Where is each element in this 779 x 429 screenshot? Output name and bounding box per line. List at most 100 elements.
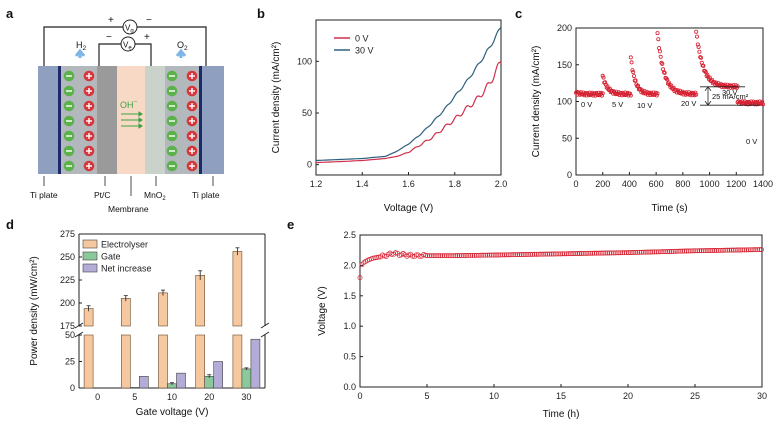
data-point — [730, 247, 736, 253]
data-point — [655, 249, 661, 255]
y-tick-label: 50 — [65, 330, 75, 340]
data-point — [498, 252, 504, 258]
x-tick-label: 5 — [132, 392, 137, 402]
data-point — [545, 251, 551, 257]
data-point — [642, 249, 648, 255]
bar-gate — [130, 387, 140, 389]
data-point — [659, 249, 665, 255]
data-point — [655, 91, 660, 96]
data-point — [425, 253, 430, 259]
data-point — [567, 251, 573, 257]
data-point — [670, 248, 676, 254]
data-point — [657, 249, 663, 255]
y-axis-label: Current density (mA/cm²) — [531, 46, 542, 158]
data-point — [744, 247, 749, 253]
data-point — [588, 250, 594, 256]
x-tick-label: 10 — [489, 391, 499, 401]
y-tick-label: 250 — [60, 252, 75, 262]
x-axis-label: Time (h) — [543, 409, 580, 420]
data-point — [682, 248, 687, 254]
panel-b-chart: 1.2 1.4 1.6 1.8 2.0 0 50 100 Voltage (V) Current … — [271, 19, 507, 214]
ve-plus: + — [144, 32, 150, 43]
data-point — [678, 248, 684, 254]
data-point — [563, 251, 569, 257]
data-point — [441, 253, 447, 259]
h2-arrow-icon — [74, 48, 86, 58]
y-tick-label: 150 — [557, 60, 572, 70]
delta-label: 25 mA/cm² — [712, 92, 749, 101]
data-point — [657, 49, 662, 54]
data-point — [625, 250, 631, 256]
y-tick-label: 100 — [557, 97, 572, 107]
data-point — [732, 247, 738, 253]
data-point — [562, 251, 567, 257]
bar-electrolyser-upper — [121, 298, 131, 327]
x-tick-label: 800 — [675, 179, 690, 189]
legend-swatch — [82, 239, 98, 249]
data-point — [749, 247, 755, 253]
data-point — [430, 253, 436, 259]
data-point — [577, 251, 582, 256]
data-point — [638, 249, 644, 255]
data-point — [701, 63, 706, 68]
label-membrane: Membrane — [108, 204, 149, 214]
data-point — [693, 248, 699, 254]
data-point — [622, 250, 627, 256]
segment-annotation: 5 V — [612, 100, 623, 109]
data-point — [605, 250, 611, 256]
data-point — [697, 49, 702, 54]
data-point — [696, 45, 701, 50]
data-point — [548, 251, 554, 257]
data-point — [657, 46, 662, 51]
data-point — [434, 253, 440, 259]
data-point — [640, 249, 646, 255]
series-line-0V — [315, 60, 502, 164]
gdl-left — [58, 66, 61, 174]
data-point — [616, 250, 622, 256]
data-point — [509, 252, 515, 258]
data-point — [691, 248, 697, 254]
panel-b-letter: b — [257, 6, 265, 21]
data-point — [627, 250, 633, 256]
legend-label: 30 V — [355, 46, 374, 56]
data-point — [725, 247, 731, 253]
data-point — [492, 252, 498, 258]
data-point — [662, 70, 667, 75]
data-point — [468, 252, 474, 258]
data-point — [578, 251, 584, 256]
data-point — [751, 247, 757, 253]
data-point — [470, 252, 476, 258]
y-tick-label: 0 — [70, 383, 75, 393]
data-point — [502, 252, 507, 258]
y-tick-label: 1.5 — [343, 291, 356, 301]
data-point — [593, 250, 599, 256]
y-tick-label: 175 — [60, 321, 75, 331]
data-point — [628, 91, 633, 96]
data-point — [417, 254, 423, 260]
bar-electrolyser-upper — [158, 292, 168, 327]
data-point — [700, 248, 706, 254]
x-tick-label: 1200 — [726, 179, 746, 189]
data-point — [488, 252, 494, 258]
data-point — [629, 250, 635, 255]
data-point — [453, 253, 459, 259]
y-tick-label: 50 — [302, 108, 312, 118]
data-point — [552, 251, 558, 257]
data-point — [738, 247, 744, 253]
o2-arrow-icon — [175, 48, 187, 58]
segment-annotation: 30 V — [722, 88, 737, 97]
data-point — [656, 37, 661, 42]
data-point — [606, 87, 611, 92]
data-point — [650, 92, 655, 97]
data-point — [436, 253, 442, 259]
o2-label: O2 — [177, 40, 188, 52]
data-point — [462, 253, 468, 258]
data-point — [494, 252, 500, 258]
data-point — [603, 250, 609, 256]
x-tick-label: 600 — [649, 179, 664, 189]
data-point — [636, 83, 641, 88]
data-point — [426, 253, 432, 259]
ve-label: Ve — [123, 41, 132, 52]
data-point — [535, 251, 541, 257]
data-point — [755, 247, 761, 253]
